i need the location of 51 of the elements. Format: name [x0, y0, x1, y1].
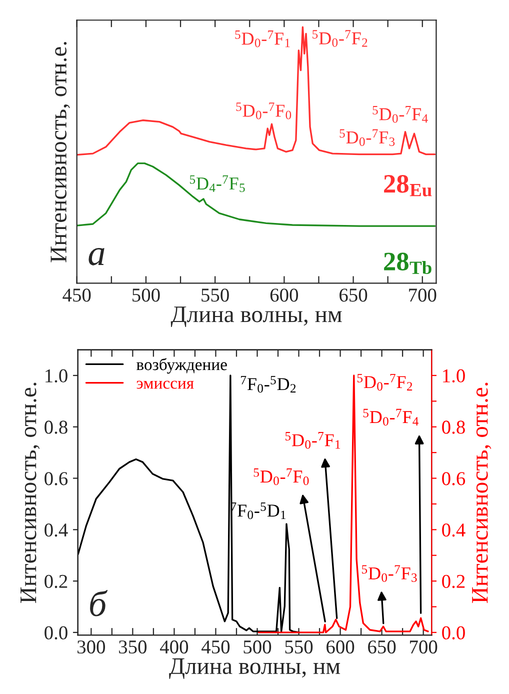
annotation: $^{5}$D$_{0}$-$^{7}$F$_{3}$: [340, 129, 395, 146]
y-tick-label: 0.2: [44, 574, 68, 588]
x-tick-label: 450: [202, 640, 230, 654]
annotation: $^{5}$D$_{0}$-$^{7}$F$_{2}$: [357, 374, 412, 391]
annotation: а: [88, 248, 104, 266]
y-tick-label: 0.8: [44, 420, 68, 434]
x-tick-label: 700: [409, 288, 436, 302]
x-tick-label: 450: [62, 288, 91, 302]
line-series: [258, 374, 429, 634]
x-axis-title: Длина волны, нм: [170, 306, 342, 328]
y2-tick-label: 0.8: [442, 420, 465, 434]
legend-label: возбуждение: [136, 358, 227, 374]
x-tick-label: 600: [270, 288, 298, 302]
x-tick-label: 350: [119, 640, 147, 654]
x-axis-title: Длина волны, нм: [169, 658, 340, 679]
y2-tick-label: 0.2: [442, 574, 465, 588]
y-tick-label: 0.4: [44, 523, 68, 537]
series-label: 28$_{Tb}$: [384, 252, 432, 274]
series-label: 28$_{Eu}$: [384, 174, 432, 196]
y2-tick-label: 0.4: [442, 523, 466, 537]
annotation: $^{5}$D$_{4}$-$^{7}$F$_{5}$: [190, 175, 245, 192]
x-tick-label: 300: [78, 640, 106, 654]
y-tick-label: 0.0: [44, 626, 68, 640]
x-tick-label: 550: [202, 288, 229, 302]
y-tick-label: 0.6: [44, 472, 68, 486]
annotation: б: [90, 590, 108, 616]
x-tick-label: 650: [368, 640, 396, 654]
x-tick-label: 500: [132, 288, 160, 302]
x-tick-label: 600: [326, 640, 354, 654]
x-tick-label: 550: [285, 640, 313, 654]
x-tick-label: 650: [340, 288, 368, 302]
y2-tick-label: 0.0: [442, 626, 465, 640]
annotation: $^{5}$D$_{0}$-$^{7}$F$_{1}$: [286, 432, 340, 449]
y2-tick-label: 1.0: [443, 369, 465, 382]
annotation: $^{5}$D$_{0}$-$^{7}$F$_{4}$: [363, 408, 418, 426]
annotation: $^{5}$D$_{0}$-$^{7}$F$_{1}$: [235, 30, 290, 48]
x-tick-label: 500: [244, 640, 272, 654]
annotation: $^{5}$D$_{0}$-$^{7}$F$_{2}$: [312, 30, 368, 47]
legend-label: эмиссия: [136, 380, 194, 389]
y2-axis-title: Интенсивность, отн.е.: [472, 382, 492, 603]
y-axis-title: Интенсивность, отн.е.: [20, 382, 40, 603]
annotation: $^{5}$D$_{0}$-$^{7}$F$_{4}$: [372, 106, 428, 123]
annotation: $^{5}$D$_{0}$-$^{7}$F$_{0}$: [254, 468, 309, 486]
x-tick-label: 700: [410, 640, 438, 654]
annotation: $^{7}$F$_{0}$-$^{5}$D$_{2}$: [241, 376, 296, 393]
annotation: $^{5}$D$_{0}$-$^{7}$F$_{0}$: [236, 102, 292, 120]
y2-tick-label: 0.6: [442, 472, 466, 486]
y-axis-title: Интенсивность, отн.е.: [50, 42, 70, 262]
annotation: $^{5}$D$_{0}$-$^{7}$F$_{3}$: [362, 565, 417, 582]
x-tick-label: 400: [160, 640, 188, 654]
y-tick-label: 1.0: [46, 369, 68, 382]
